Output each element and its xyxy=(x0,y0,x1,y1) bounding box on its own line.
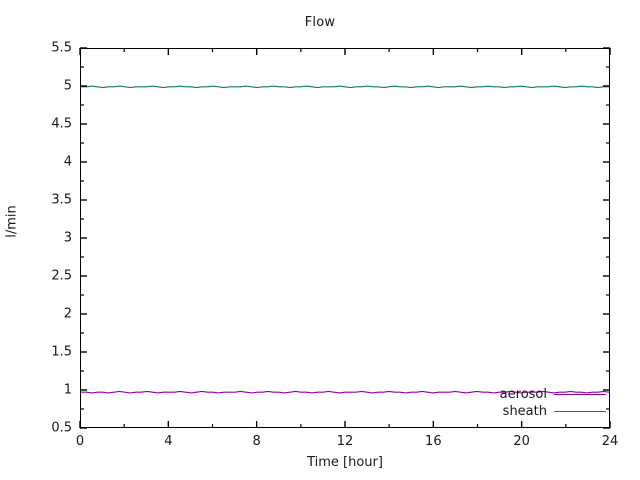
chart-legend: aerosol sheath xyxy=(470,386,606,420)
y-tick-label: 3.5 xyxy=(51,192,72,208)
plot-area xyxy=(80,48,610,428)
x-tick-label: 8 xyxy=(252,434,261,449)
legend-color-swatch-aerosol xyxy=(554,394,606,395)
x-tick-label: 16 xyxy=(425,434,442,449)
x-tick-label: 0 xyxy=(75,434,85,449)
x-tick-label: 24 xyxy=(601,434,619,449)
y-tick-label: 0.5 xyxy=(51,420,72,436)
y-axis-tick-labels: 0.5 1 1.5 2 2.5 3 3.5 4 4.5 5 5.5 xyxy=(0,0,72,480)
x-tick-label: 12 xyxy=(336,434,354,449)
legend-color-swatch-sheath xyxy=(554,411,606,412)
y-tick-label: 5.5 xyxy=(51,40,72,56)
y-tick-label: 1.5 xyxy=(51,344,72,360)
chart-title: Flow xyxy=(304,15,336,30)
y-tick-label: 5 xyxy=(63,78,72,94)
data-series-svg xyxy=(81,49,609,427)
y-tick-label: 2.5 xyxy=(51,268,72,284)
x-tick-label: 4 xyxy=(164,434,173,449)
y-tick-label: 4 xyxy=(63,154,72,170)
y-tick-label: 2 xyxy=(63,306,72,322)
legend-item-aerosol: aerosol xyxy=(470,386,606,403)
series-line-aerosol xyxy=(81,391,609,393)
y-tick-label: 1 xyxy=(63,382,72,398)
series-line-sheath xyxy=(81,86,609,88)
legend-label: aerosol xyxy=(499,387,547,402)
legend-item-sheath: sheath xyxy=(470,403,606,420)
legend-label: sheath xyxy=(502,404,547,419)
x-axis-title: Time [hour] xyxy=(307,455,383,470)
x-tick-label: 20 xyxy=(513,434,530,449)
y-tick-label: 3 xyxy=(63,230,72,246)
y-tick-label: 4.5 xyxy=(51,116,72,132)
